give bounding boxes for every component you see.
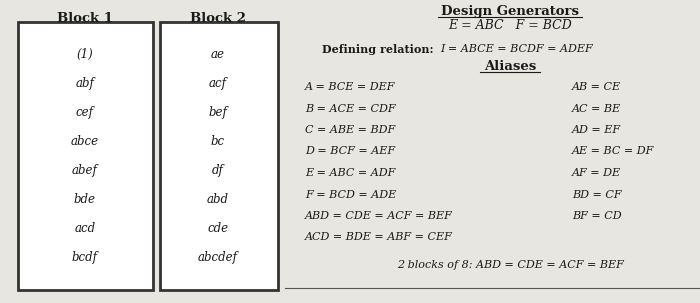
Text: bcdf: bcdf	[72, 251, 98, 264]
Text: ABD = CDE = ACF = BEF: ABD = CDE = ACF = BEF	[305, 211, 453, 221]
Text: C = ABE = BDF: C = ABE = BDF	[305, 125, 395, 135]
Text: abd: abd	[207, 193, 229, 206]
Text: abef: abef	[72, 164, 98, 177]
Text: Block 1: Block 1	[57, 12, 113, 25]
Text: E = ABC = ADF: E = ABC = ADF	[305, 168, 395, 178]
Text: AC = BE: AC = BE	[572, 104, 621, 114]
Text: bc: bc	[211, 135, 225, 148]
FancyBboxPatch shape	[18, 22, 153, 290]
Text: AE = BC = DF: AE = BC = DF	[572, 146, 654, 157]
Text: df: df	[212, 164, 224, 177]
Text: cef: cef	[76, 106, 94, 119]
Text: E = ABC   F = BCD: E = ABC F = BCD	[448, 19, 572, 32]
Text: A = BCE = DEF: A = BCE = DEF	[305, 82, 395, 92]
FancyBboxPatch shape	[160, 22, 278, 290]
Text: Aliases: Aliases	[484, 60, 536, 73]
Text: Block 2: Block 2	[190, 12, 246, 25]
Text: bde: bde	[74, 193, 96, 206]
Text: AD = EF: AD = EF	[572, 125, 621, 135]
Text: Defining relation:: Defining relation:	[322, 44, 433, 55]
Text: ae: ae	[211, 48, 225, 61]
Text: abf: abf	[76, 77, 94, 90]
Text: bef: bef	[209, 106, 228, 119]
Text: acd: acd	[74, 222, 96, 235]
Text: AB = CE: AB = CE	[572, 82, 621, 92]
Text: BD = CF: BD = CF	[572, 189, 622, 199]
Text: I = ABCE = BCDF = ADEF: I = ABCE = BCDF = ADEF	[440, 44, 593, 54]
Text: ACD = BDE = ABF = CEF: ACD = BDE = ABF = CEF	[305, 232, 453, 242]
Text: D = BCF = AEF: D = BCF = AEF	[305, 146, 395, 157]
Text: B = ACE = CDF: B = ACE = CDF	[305, 104, 395, 114]
Text: abcdef: abcdef	[198, 251, 238, 264]
Text: cde: cde	[207, 222, 229, 235]
Text: abce: abce	[71, 135, 99, 148]
Text: F = BCD = ADE: F = BCD = ADE	[305, 189, 396, 199]
Text: acf: acf	[209, 77, 227, 90]
Text: BF = CD: BF = CD	[572, 211, 622, 221]
Text: Design Generators: Design Generators	[441, 5, 579, 18]
Text: (1): (1)	[76, 48, 93, 61]
Text: AF = DE: AF = DE	[572, 168, 621, 178]
Text: 2 blocks of 8: ABD = CDE = ACF = BEF: 2 blocks of 8: ABD = CDE = ACF = BEF	[397, 260, 624, 270]
